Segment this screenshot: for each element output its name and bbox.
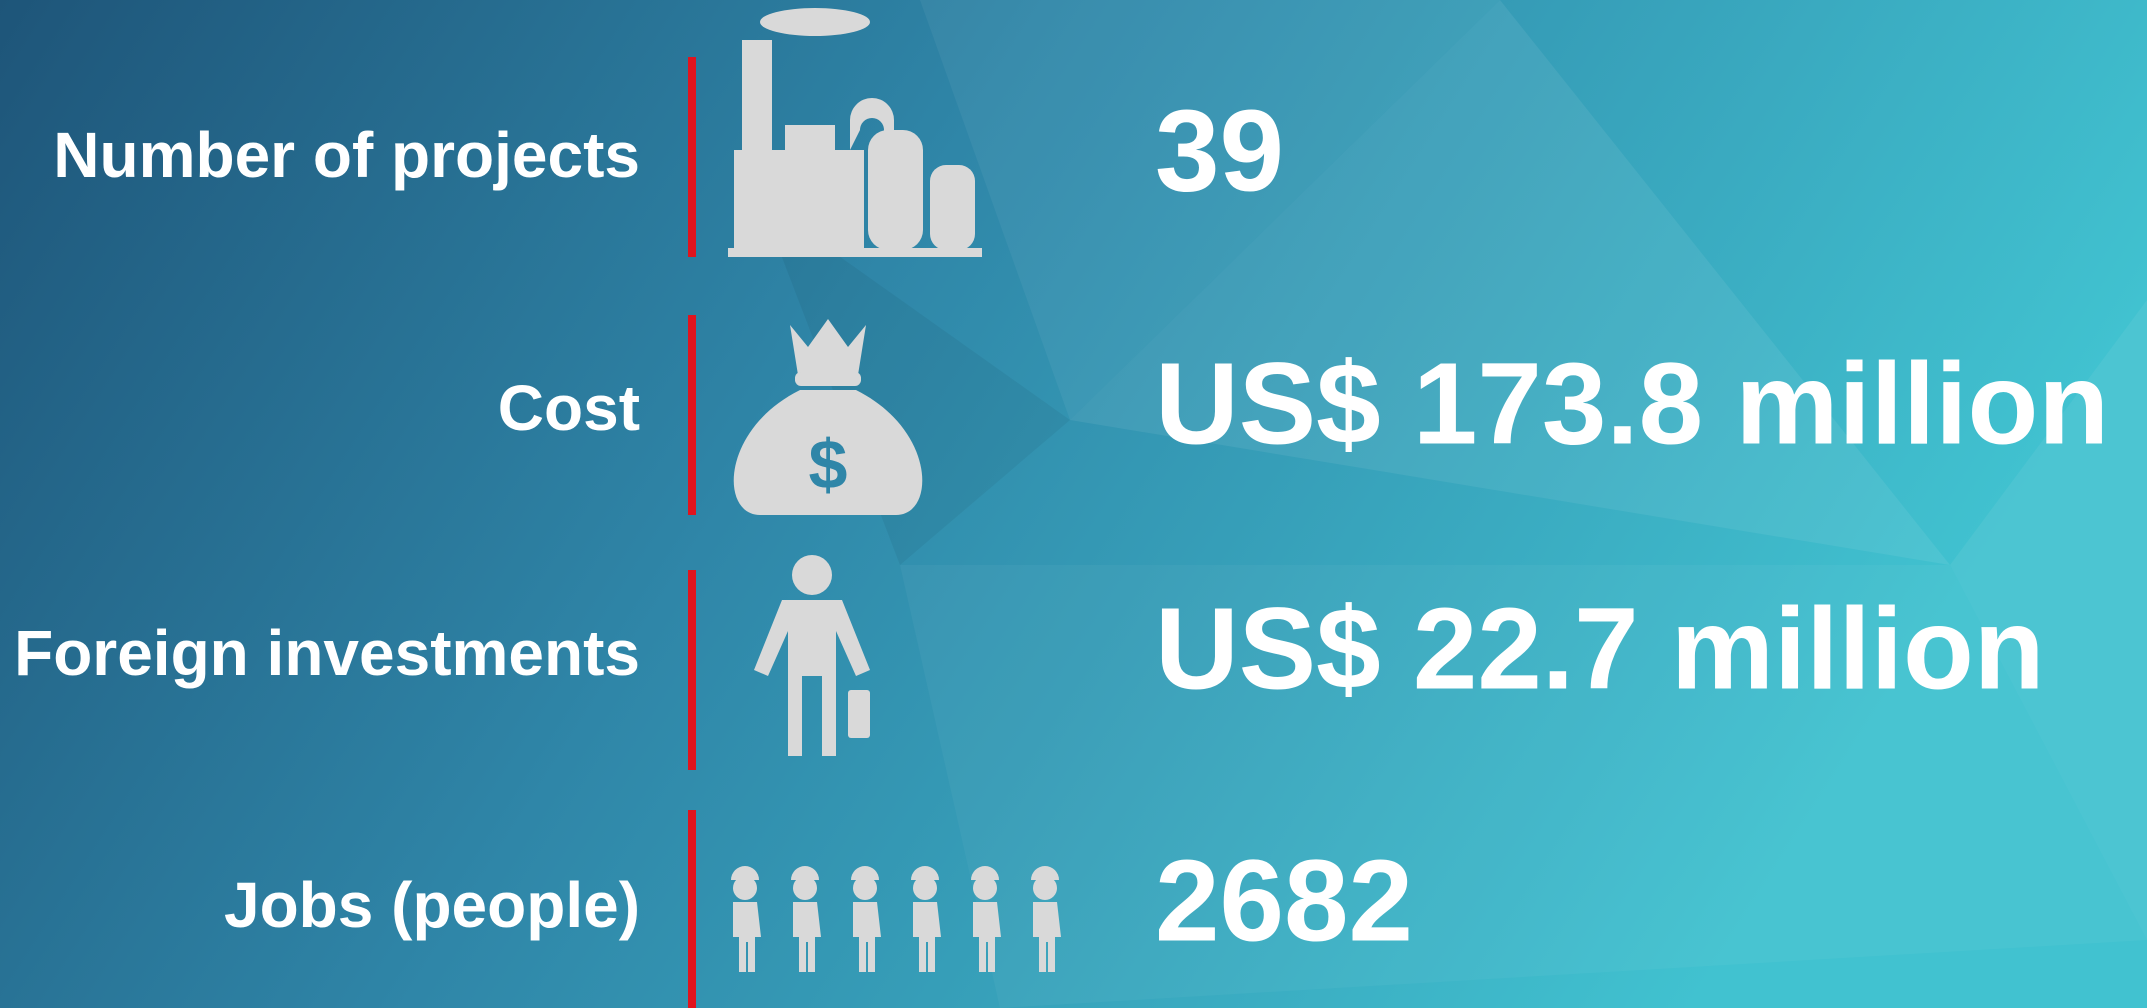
facet	[1070, 0, 1950, 565]
businessman-icon	[754, 555, 870, 756]
workers-icon	[731, 866, 1061, 972]
row-label: Jobs (people)	[224, 869, 640, 941]
row-label: Number of projects	[53, 119, 640, 191]
facet	[760, 200, 1070, 565]
divider	[688, 810, 696, 1008]
divider	[688, 570, 696, 770]
rows: Number of projects 39 Cost US$ 173.8 millio…	[14, 57, 2109, 1008]
row-value: 39	[1155, 86, 1284, 216]
row-value: 2682	[1155, 836, 1413, 966]
divider	[688, 57, 696, 257]
row-label: Foreign investments	[14, 617, 640, 689]
facet	[900, 565, 2147, 1008]
factory-icon	[728, 8, 982, 257]
row-value: US$ 22.7 million	[1155, 584, 2045, 714]
facet	[1950, 300, 2147, 940]
dollar-sign: $	[809, 425, 848, 503]
facet	[920, 0, 1500, 420]
row-value: US$ 173.8 million	[1155, 339, 2109, 469]
divider	[688, 315, 696, 515]
row-label: Cost	[498, 372, 640, 444]
money-bag-icon: $	[733, 319, 923, 515]
